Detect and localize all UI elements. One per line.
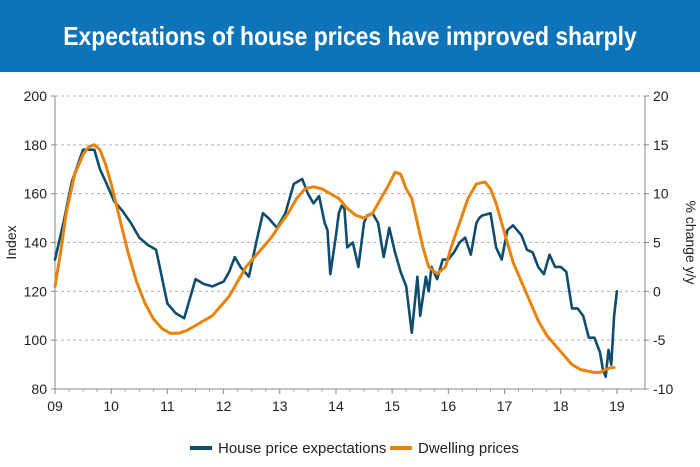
series-line-dwelling-prices: [53, 143, 616, 374]
chart-legend: House price expectations Dwelling prices: [0, 436, 700, 460]
y-tick-label-right: 0: [653, 283, 661, 299]
y-tick-label-right: 10: [653, 186, 669, 202]
x-tick-label: 13: [272, 398, 288, 414]
legend-label-house-price-expectations: House price expectations: [218, 439, 387, 457]
x-tick-label: 17: [497, 398, 513, 414]
y-tick-label-left: 180: [24, 137, 48, 153]
x-tick-label: 10: [103, 398, 119, 414]
x-tick-label: 12: [216, 398, 232, 414]
legend-item-house-price-expectations: House price expectations: [190, 436, 386, 460]
y-tick-label-left: 140: [24, 235, 48, 251]
x-tick-label: 11: [160, 398, 175, 414]
y-tick-label-right: 5: [653, 235, 661, 251]
y-tick-label-left: 160: [24, 186, 48, 202]
chart-title-bar: Expectations of house prices have improv…: [0, 0, 700, 72]
y-tick-label-right: -10: [653, 381, 673, 397]
y-tick-label-left: 100: [24, 332, 48, 348]
x-tick-label: 19: [609, 398, 625, 414]
y-tick-label-right: -5: [653, 332, 666, 348]
x-tick-label: 14: [328, 398, 344, 414]
y-tick-label-left: 200: [24, 88, 48, 104]
y-tick-label-left: 120: [24, 283, 48, 299]
legend-swatch-dwelling-prices: [390, 446, 412, 450]
x-tick-label: 18: [553, 398, 569, 414]
y-tick-label-left: 80: [31, 381, 47, 397]
legend-label-dwelling-prices: Dwelling prices: [418, 439, 519, 457]
y-tick-label-right: 20: [653, 88, 669, 104]
x-tick-label: 16: [441, 398, 457, 414]
y-axis-title-right: % change y/y: [683, 200, 699, 284]
y-axis-title-left: Index: [3, 225, 19, 259]
chart-title: Expectations of house prices have improv…: [63, 21, 637, 51]
legend-item-dwelling-prices: Dwelling prices: [390, 436, 519, 460]
y-tick-label-right: 15: [653, 137, 669, 153]
series-line-house-price-expectations: [53, 148, 619, 379]
x-tick-label: 15: [384, 398, 400, 414]
legend-swatch-house-price-expectations: [190, 446, 212, 450]
x-tick-label: 09: [47, 398, 63, 414]
